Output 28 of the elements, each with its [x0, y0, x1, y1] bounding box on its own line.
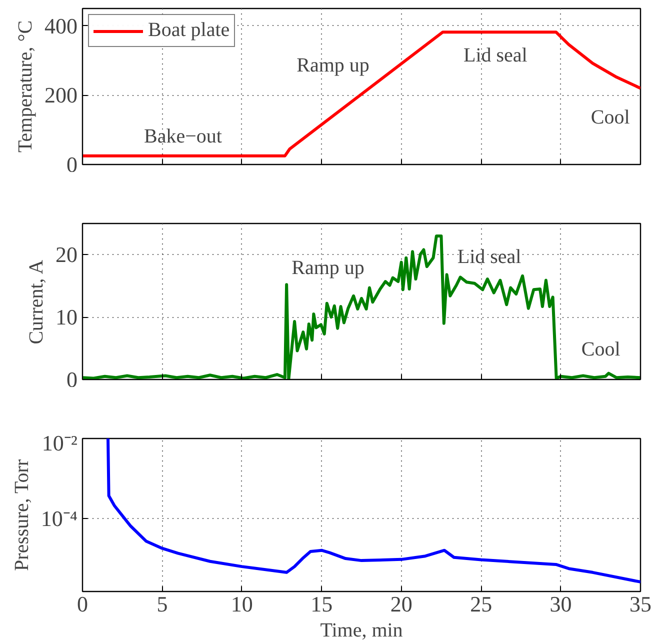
- annotation: Bake−out: [144, 125, 222, 148]
- y-tick-label: 0: [66, 152, 78, 177]
- y-tick-label: 400: [44, 13, 78, 38]
- x-tick-label: 20: [390, 592, 412, 616]
- x-tick-label: 35: [630, 592, 652, 616]
- annotation: Ramp up: [292, 256, 364, 279]
- x-tick-label: 30: [550, 592, 572, 616]
- y-tick-label: 10⁻²: [42, 430, 78, 456]
- y-axis-title: Current, A: [26, 259, 48, 344]
- x-tick-label: 15: [310, 592, 333, 616]
- legend-label: Boat plate: [148, 19, 230, 42]
- y-tick-label: 200: [44, 82, 78, 108]
- annotation: Cool: [581, 338, 621, 361]
- annotation: Lid seal: [463, 44, 528, 66]
- annotation: Cool: [590, 106, 630, 129]
- x-tick-label: 10: [230, 592, 253, 616]
- y-tick-label: 20: [56, 242, 78, 268]
- x-axis-title: Time, min: [320, 620, 403, 642]
- x-tick-label: 25: [470, 592, 492, 616]
- annotation: Ramp up: [296, 54, 370, 76]
- y-tick-label: 0: [66, 367, 78, 392]
- y-tick-label: 10: [56, 304, 78, 330]
- y-axis-title: Temperature, °C: [14, 20, 36, 153]
- annotation: Lid seal: [457, 246, 522, 268]
- line-series: [82, 234, 640, 380]
- y-axis-title: Pressure, Torr: [10, 459, 33, 571]
- x-tick-label: 5: [156, 592, 168, 616]
- y-tick-label: 10⁻⁴: [40, 506, 78, 532]
